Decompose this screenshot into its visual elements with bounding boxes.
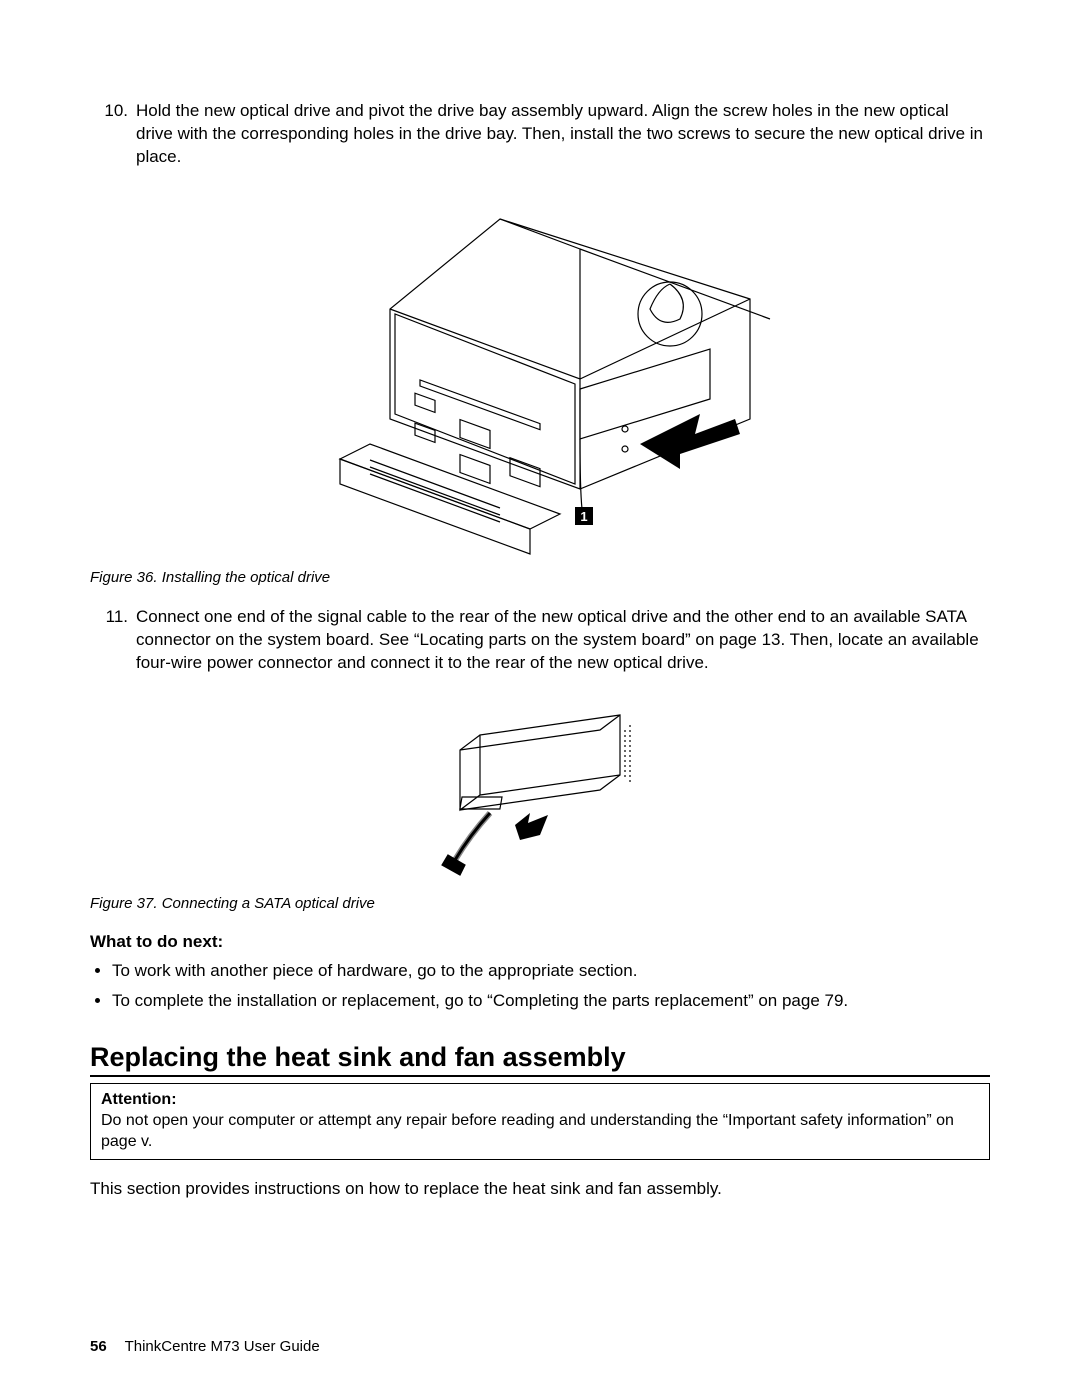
figure-36-callout: 1 [580,509,587,524]
figure-36-caption: Figure 36. Installing the optical drive [90,569,990,586]
figure-37 [90,695,990,885]
step-10: 10. Hold the new optical drive and pivot… [90,100,990,169]
attention-text: Do not open your computer or attempt any… [101,1112,954,1150]
figure-37-caption: Figure 37. Connecting a SATA optical dri… [90,895,990,912]
figure-36: 1 [90,189,990,559]
page: 10. Hold the new optical drive and pivot… [0,0,1080,1397]
attention-box: Attention: Do not open your computer or … [90,1083,990,1159]
step-11: 11. Connect one end of the signal cable … [90,606,990,675]
figure-36-illustration: 1 [280,189,800,559]
step-11-number: 11. [90,606,136,675]
page-footer: 56 ThinkCentre M73 User Guide [90,1338,320,1355]
section-title: Replacing the heat sink and fan assembly [90,1042,990,1077]
section-intro: This section provides instructions on ho… [90,1178,990,1201]
what-next-item-0: To work with another piece of hardware, … [112,958,990,984]
step-10-text: Hold the new optical drive and pivot the… [136,100,990,169]
doc-title: ThinkCentre M73 User Guide [125,1338,320,1355]
attention-label: Attention: [101,1091,177,1108]
page-number: 56 [90,1338,107,1355]
what-next-list: To work with another piece of hardware, … [90,958,990,1015]
step-11-text: Connect one end of the signal cable to t… [136,606,990,675]
step-10-number: 10. [90,100,136,169]
what-next-item-1: To complete the installation or replacem… [112,988,990,1014]
what-next-heading: What to do next: [90,932,990,952]
figure-37-illustration [420,695,660,885]
